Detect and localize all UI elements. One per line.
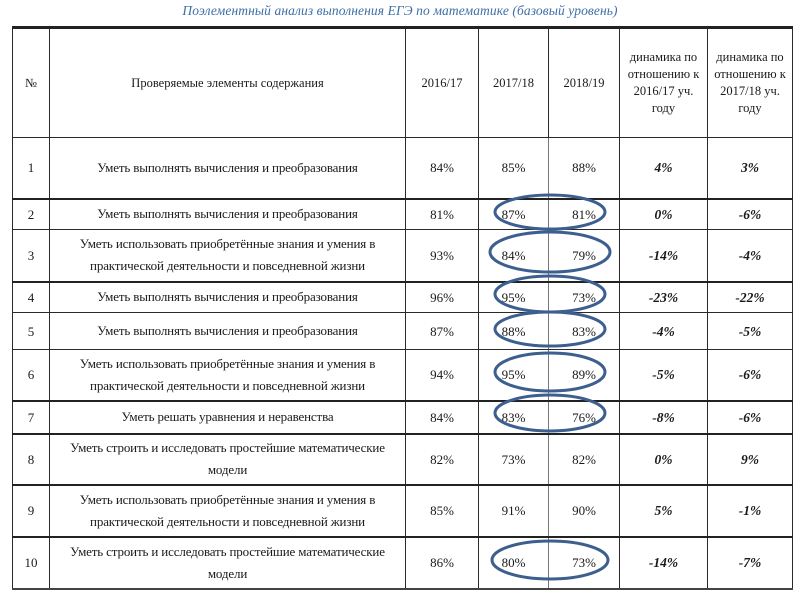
value-2017-18: 95% [478,349,549,401]
header-num: № [12,26,50,138]
table-row: 3 Уметь использовать приобретённые знани… [12,229,793,282]
table-row: 4 Уметь выполнять вычисления и преобразо… [12,280,793,313]
value-2016-17: 94% [405,349,479,401]
dynamics-vs-2017-18: -4% [707,229,793,282]
dynamics-vs-2017-18: -22% [707,280,793,313]
value-2016-17: 93% [405,229,479,282]
content-element: Уметь выполнять вычисления и преобразова… [49,280,406,313]
dynamics-vs-2016-17: 4% [619,137,708,199]
header-2018-19: 2018/19 [548,26,620,138]
value-2017-18: 84% [478,229,549,282]
results-table: № Проверяемые элементы содержания 2016/1… [12,26,793,590]
row-number: 1 [12,137,50,199]
dynamics-vs-2017-18: -6% [707,197,793,230]
value-2018-19: 90% [548,483,620,537]
content-element: Уметь выполнять вычисления и преобразова… [49,197,406,230]
page-title: Поэлементный анализ выполнения ЕГЭ по ма… [182,3,618,18]
value-2016-17: 81% [405,197,479,230]
header-dynamics-vs-2017-18: динамика по отношению к 2017/18 уч. году [707,26,793,138]
dynamics-vs-2016-17: -14% [619,535,708,590]
header-2017-18: 2017/18 [478,26,549,138]
content-element: Уметь использовать приобретённые знания … [49,229,406,282]
dynamics-vs-2016-17: -8% [619,399,708,434]
dynamics-vs-2017-18: -1% [707,483,793,537]
value-2017-18: 83% [478,399,549,434]
table-row: 8 Уметь строить и исследовать простейшие… [12,432,793,485]
dynamics-vs-2016-17: -14% [619,229,708,282]
value-2018-19: 73% [548,535,620,590]
table-row: 1 Уметь выполнять вычисления и преобразо… [12,137,793,199]
row-number: 9 [12,483,50,537]
dynamics-vs-2016-17: 0% [619,432,708,485]
value-2017-18: 95% [478,280,549,313]
dynamics-vs-2017-18: 3% [707,137,793,199]
dynamics-vs-2016-17: -4% [619,312,708,350]
row-number: 3 [12,229,50,282]
content-element: Уметь строить и исследовать простейшие м… [49,432,406,485]
dynamics-vs-2017-18: 9% [707,432,793,485]
table-row: 7 Уметь решать уравнения и неравенства 8… [12,399,793,434]
value-2016-17: 87% [405,312,479,350]
value-2018-19: 89% [548,349,620,401]
value-2018-19: 76% [548,399,620,434]
table-row: 10 Уметь строить и исследовать простейши… [12,535,793,590]
dynamics-vs-2017-18: -5% [707,312,793,350]
dynamics-vs-2016-17: 0% [619,197,708,230]
value-2016-17: 82% [405,432,479,485]
row-number: 8 [12,432,50,485]
row-number: 7 [12,399,50,434]
value-2017-18: 87% [478,197,549,230]
table-row: 5 Уметь выполнять вычисления и преобразо… [12,312,793,350]
row-number: 5 [12,312,50,350]
value-2017-18: 91% [478,483,549,537]
value-2017-18: 85% [478,137,549,199]
value-2017-18: 80% [478,535,549,590]
value-2016-17: 96% [405,280,479,313]
content-element: Уметь строить и исследовать простейшие м… [49,535,406,590]
content-element: Уметь выполнять вычисления и преобразова… [49,137,406,199]
dynamics-vs-2016-17: -23% [619,280,708,313]
row-number: 4 [12,280,50,313]
content-element: Уметь решать уравнения и неравенства [49,399,406,434]
header-element: Проверяемые элементы содержания [49,26,406,138]
dynamics-vs-2016-17: 5% [619,483,708,537]
table-row: 6 Уметь использовать приобретённые знани… [12,349,793,401]
header-dynamics-vs-2016-17: динамика по отношению к 2016/17 уч. году [619,26,708,138]
row-number: 6 [12,349,50,401]
row-number: 10 [12,535,50,590]
header-row: № Проверяемые элементы содержания 2016/1… [12,26,793,138]
value-2016-17: 86% [405,535,479,590]
content-element: Уметь использовать приобретённые знания … [49,349,406,401]
value-2018-19: 73% [548,280,620,313]
content-element: Уметь использовать приобретённые знания … [49,483,406,537]
value-2016-17: 84% [405,137,479,199]
table-row: 9 Уметь использовать приобретённые знани… [12,483,793,537]
dynamics-vs-2017-18: -6% [707,349,793,401]
value-2018-19: 88% [548,137,620,199]
value-2017-18: 88% [478,312,549,350]
value-2018-19: 83% [548,312,620,350]
content-element: Уметь выполнять вычисления и преобразова… [49,312,406,350]
header-2016-17: 2016/17 [405,26,479,138]
dynamics-vs-2017-18: -7% [707,535,793,590]
dynamics-vs-2017-18: -6% [707,399,793,434]
value-2016-17: 84% [405,399,479,434]
table-row: 2 Уметь выполнять вычисления и преобразо… [12,197,793,230]
dynamics-vs-2016-17: -5% [619,349,708,401]
value-2017-18: 73% [478,432,549,485]
value-2018-19: 82% [548,432,620,485]
row-number: 2 [12,197,50,230]
value-2018-19: 79% [548,229,620,282]
value-2018-19: 81% [548,197,620,230]
value-2016-17: 85% [405,483,479,537]
